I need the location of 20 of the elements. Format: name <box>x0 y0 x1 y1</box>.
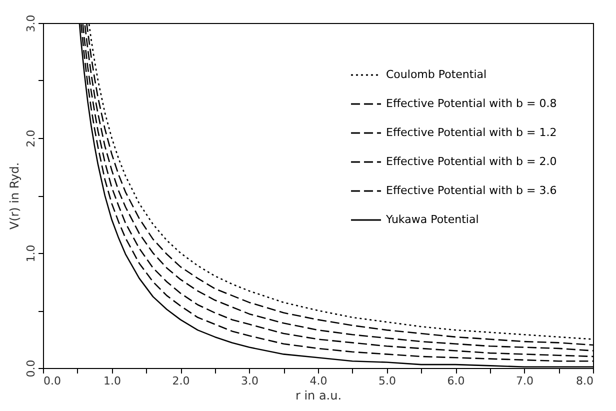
x-tick-label: 4.0 <box>310 374 328 388</box>
legend-label: Effective Potential with b = 3.6 <box>386 184 557 197</box>
legend-label: Effective Potential with b = 2.0 <box>386 155 557 168</box>
x-tick-label: 2.0 <box>172 374 190 388</box>
x-tick-label: 6.0 <box>447 374 465 388</box>
y-tick-label: 3.0 <box>24 14 38 32</box>
legend-label: Yukawa Potential <box>385 213 479 226</box>
x-tick-label: 3.0 <box>241 374 258 388</box>
x-tick-label: 1.0 <box>104 374 121 388</box>
x-tick-label: 8.0 <box>576 374 594 388</box>
x-tick-label: 5.0 <box>378 374 396 388</box>
legend-label: Coulomb Potential <box>386 68 487 81</box>
y-axis-title: V(r) in Ryd. <box>8 162 22 230</box>
y-tick-label: 1.0 <box>24 244 38 262</box>
legend-label: Effective Potential with b = 0.8 <box>386 97 557 110</box>
x-tick-label: 7.0 <box>516 374 534 388</box>
x-axis-title: r in a.u. <box>295 388 342 402</box>
y-tick-label: 2.0 <box>24 130 38 148</box>
legend-label: Effective Potential with b = 1.2 <box>386 126 557 139</box>
x-tick-label: 0.0 <box>44 374 61 388</box>
